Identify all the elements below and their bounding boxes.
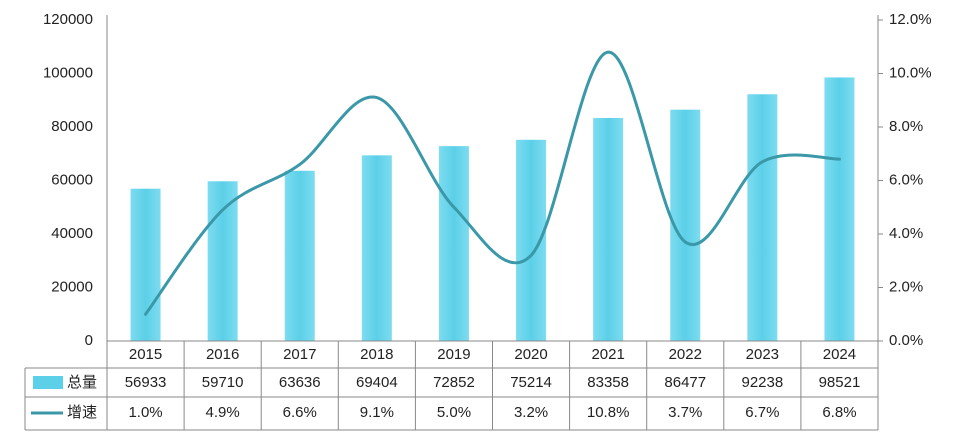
category-label-2024: 2024	[823, 346, 856, 363]
bar-2023	[747, 94, 778, 341]
legend-key-bar	[33, 376, 63, 389]
bar-value-label-2023: 92238	[741, 374, 783, 391]
bar-value-label-2018: 69404	[356, 374, 398, 391]
growth-value-label-2024: 6.8%	[822, 404, 856, 421]
left-tick-label: 80000	[51, 118, 93, 135]
growth-line	[144, 50, 841, 316]
bars-layer	[130, 77, 855, 341]
axes-layer: 0 20000 40000 60000 80000 100000 120000 0.0% 2.0…	[43, 11, 932, 430]
bar-value-label-2022: 86477	[664, 374, 706, 391]
right-tick-label: 8.0%	[889, 118, 923, 135]
bar-2018	[361, 155, 392, 341]
category-label-2016: 2016	[206, 346, 239, 363]
bar-value-label-2021: 83358	[587, 374, 629, 391]
legend-label-line: 增速	[67, 404, 97, 421]
left-tick-label: 20000	[51, 278, 93, 295]
bar-value-label-2015: 56933	[125, 374, 167, 391]
left-tick-label: 100000	[43, 64, 93, 81]
right-tick-label: 0.0%	[889, 332, 923, 349]
category-label-2015: 2015	[129, 346, 162, 363]
bar-value-label-2016: 59710	[202, 374, 244, 391]
category-label-2021: 2021	[591, 346, 624, 363]
growth-value-label-2023: 6.7%	[745, 404, 779, 421]
bar-value-label-2024: 98521	[819, 374, 861, 391]
data-table: 2015 2016 2017 2018 2019 2020 2021 2022 2023 2024…	[24, 340, 879, 431]
growth-value-label-2020: 3.2%	[514, 404, 548, 421]
growth-value-label-2021: 10.8%	[587, 404, 630, 421]
bar-value-label-2017: 63636	[279, 374, 321, 391]
growth-value-label-2015: 1.0%	[128, 404, 162, 421]
growth-value-label-2016: 4.9%	[206, 404, 240, 421]
category-label-2022: 2022	[669, 346, 702, 363]
bar-2024	[824, 77, 855, 341]
category-label-2023: 2023	[746, 346, 779, 363]
right-tick-label: 12.0%	[889, 11, 932, 28]
right-tick-label: 2.0%	[889, 278, 923, 295]
left-tick-label: 0	[85, 332, 93, 349]
bar-2021	[593, 118, 624, 341]
legend-label-bar: 总量	[67, 374, 97, 391]
right-tick-label: 6.0%	[889, 171, 923, 188]
left-tick-label: 40000	[51, 225, 93, 242]
right-tick-label: 4.0%	[889, 225, 923, 242]
left-tick-label: 120000	[43, 11, 93, 28]
growth-value-label-2022: 3.7%	[668, 404, 702, 421]
category-label-2018: 2018	[360, 346, 393, 363]
category-label-2019: 2019	[437, 346, 470, 363]
right-tick-label: 10.0%	[889, 64, 932, 81]
left-tick-label: 60000	[51, 171, 93, 188]
bar-2016	[207, 181, 238, 341]
bar-2015	[130, 188, 161, 341]
growth-value-label-2018: 9.1%	[360, 404, 394, 421]
bar-2019	[438, 146, 469, 341]
category-label-2017: 2017	[283, 346, 316, 363]
growth-value-label-2017: 6.6%	[283, 404, 317, 421]
category-label-2020: 2020	[514, 346, 547, 363]
line-layer	[144, 50, 841, 316]
growth-value-label-2019: 5.0%	[437, 404, 471, 421]
bar-2017	[284, 170, 315, 341]
bar-value-label-2020: 75214	[510, 374, 552, 391]
bar-value-label-2019: 72852	[433, 374, 475, 391]
